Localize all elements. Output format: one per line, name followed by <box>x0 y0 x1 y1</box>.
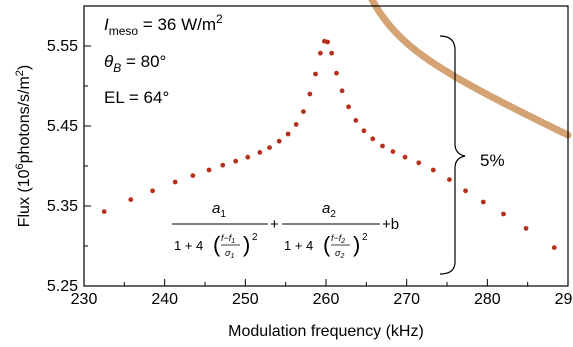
data-point <box>172 179 178 185</box>
formula-paren-close-2: ) <box>353 232 360 257</box>
data-point <box>447 177 452 183</box>
data-point <box>307 91 313 97</box>
formula-plus-b: +b <box>382 216 399 233</box>
data-point <box>150 188 155 194</box>
data-point <box>380 143 385 149</box>
x-tick-label: 290 <box>555 291 573 308</box>
data-point <box>325 39 331 45</box>
bracket <box>439 35 466 275</box>
data-point <box>245 154 251 160</box>
x-tick-label: 250 <box>232 291 259 308</box>
data-point <box>313 71 318 77</box>
fit-formula: a1 1 + 4 ( f−f1 σ1 ) 2 + a2 1 + 4 ( f−f2… <box>172 200 399 260</box>
x-tick-label: 280 <box>474 291 501 308</box>
data-point <box>293 122 299 127</box>
data-point <box>463 188 468 194</box>
data-point <box>390 149 396 155</box>
x-tick-label: 230 <box>71 291 98 308</box>
y-axis-label: Flux (106photons/s/m2) <box>14 65 33 228</box>
el-annotation: EL = 64° <box>104 88 169 107</box>
formula-paren-open-1: ( <box>213 232 221 257</box>
data-point <box>480 199 486 205</box>
data-point <box>346 104 351 110</box>
data-point <box>402 154 408 160</box>
formula-inner-den-1: σ1 <box>225 248 234 260</box>
formula-square-2: 2 <box>362 232 368 243</box>
data-point <box>317 50 323 56</box>
data-point <box>430 167 436 173</box>
formula-denominator-2: 1 + 4 <box>284 238 313 253</box>
formula-paren-open-2: ( <box>323 232 331 257</box>
data-point <box>128 197 134 203</box>
data-point <box>501 211 506 217</box>
fit-curve <box>368 0 572 139</box>
imeso-annotation: Imeso = 36 W/m2 <box>104 12 223 38</box>
data-point <box>276 138 282 144</box>
formula-numerator-1: a1 <box>212 200 226 220</box>
data-point <box>257 150 263 155</box>
data-point <box>285 131 291 137</box>
theta-annotation: θB = 80° <box>104 52 166 75</box>
data-point <box>551 245 557 251</box>
data-point <box>220 162 226 168</box>
data-point <box>370 136 376 142</box>
data-point <box>329 50 335 56</box>
y-tick-label: 5.45 <box>47 118 78 135</box>
formula-inner-num-2: f−f2 <box>331 233 345 245</box>
ticks-layer: 230 240 250 260 270 280 290 5.25 5.35 5.45 5.55 <box>47 5 573 308</box>
formula-square-1: 2 <box>252 232 258 243</box>
formula-denominator-1: 1 + 4 <box>174 238 203 253</box>
formula-paren-close-1: ) <box>243 232 250 257</box>
formula-numerator-2: a2 <box>322 200 336 220</box>
x-tick-label: 240 <box>151 291 178 308</box>
formula-inner-num-1: f−f1 <box>221 233 235 245</box>
data-point <box>523 226 529 231</box>
data-point <box>334 70 339 76</box>
percent-label: 5% <box>480 151 505 170</box>
y-tick-label: 5.25 <box>47 278 78 295</box>
data-point <box>339 88 345 94</box>
data-point <box>361 128 367 134</box>
x-axis-label: Modulation frequency (kHz) <box>228 323 424 340</box>
y-tick-label: 5.55 <box>47 38 78 55</box>
data-point <box>233 158 239 164</box>
data-point <box>353 118 359 123</box>
data-point <box>206 167 212 173</box>
y-tick-label: 5.35 <box>47 198 78 215</box>
formula-inner-den-2: σ2 <box>335 248 344 260</box>
data-point <box>267 145 272 151</box>
x-tick-label: 270 <box>393 291 420 308</box>
data-point <box>101 209 107 215</box>
formula-plus: + <box>270 216 279 233</box>
data-point <box>190 173 196 179</box>
data-point <box>301 109 306 114</box>
data-point <box>416 160 422 166</box>
plot-layer <box>101 0 572 251</box>
x-tick-label: 260 <box>313 291 340 308</box>
